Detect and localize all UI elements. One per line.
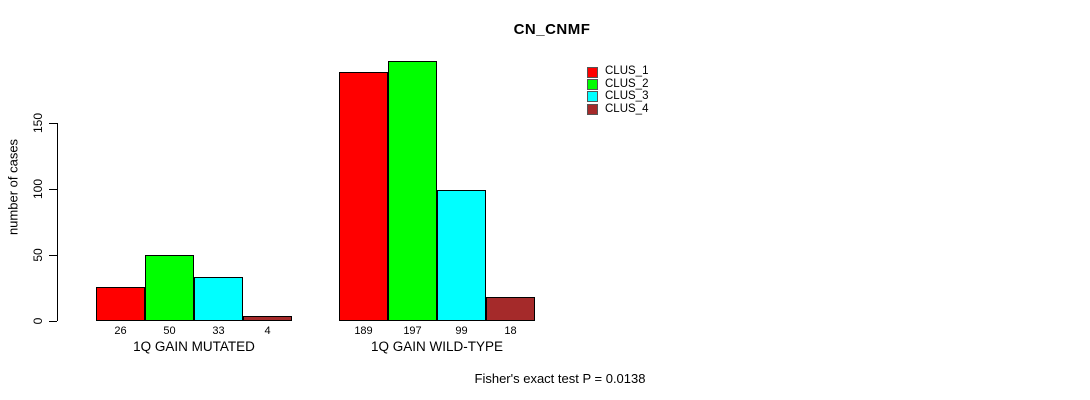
y-tick-label: 150	[31, 112, 45, 134]
bar-clus_3	[194, 277, 243, 321]
bar-value-label: 99	[455, 325, 468, 337]
legend-label: CLUS_3	[605, 90, 649, 103]
bar-clus_4	[243, 315, 292, 321]
legend: CLUS_1 CLUS_2 CLUS_3 CLUS_4	[587, 66, 648, 116]
bar-value-label: 33	[212, 325, 225, 337]
bar-clus_1	[339, 71, 388, 321]
legend-swatch	[587, 66, 598, 78]
bar-clus_1	[96, 286, 145, 321]
bar-clus_2	[145, 255, 194, 321]
legend-swatch	[587, 79, 598, 91]
y-tick-label: 100	[31, 178, 45, 200]
bar-clus_2	[388, 60, 437, 321]
legend-item: CLUS_4	[587, 103, 648, 115]
y-axis-tick	[49, 188, 57, 190]
chart-title: CN_CNMF	[513, 21, 591, 38]
category-label: 1Q GAIN WILD-TYPE	[370, 339, 504, 354]
bar-clus_3	[437, 190, 486, 321]
bar-value-label: 26	[114, 325, 127, 337]
y-axis-tick	[49, 254, 57, 256]
stat-annotation: Fisher's exact test P = 0.0138	[474, 371, 646, 386]
y-tick-label: 0	[31, 317, 45, 325]
legend-item: CLUS_1	[587, 66, 648, 78]
legend-swatch	[587, 103, 598, 115]
y-tick-label: 50	[31, 248, 45, 262]
bar-value-label: 18	[504, 325, 517, 337]
bar-value-label: 189	[354, 325, 373, 337]
y-axis-tick	[49, 122, 57, 124]
legend-label: CLUS_4	[605, 102, 649, 115]
y-axis-label: number of cases	[5, 138, 21, 236]
legend-item: CLUS_2	[587, 77, 649, 91]
y-axis-line	[57, 123, 58, 321]
legend-label: CLUS_1	[605, 65, 649, 78]
legend-label: CLUS_2	[605, 77, 649, 90]
y-axis-tick	[49, 320, 57, 322]
bar-value-label: 50	[163, 325, 176, 337]
legend-item: CLUS_3	[587, 91, 648, 103]
category-label: 1Q GAIN MUTATED	[133, 339, 255, 354]
bar-value-label: 197	[403, 325, 422, 337]
legend-swatch	[587, 91, 598, 103]
bar-value-label: 4	[264, 325, 271, 337]
bar-clus_4	[486, 297, 535, 321]
